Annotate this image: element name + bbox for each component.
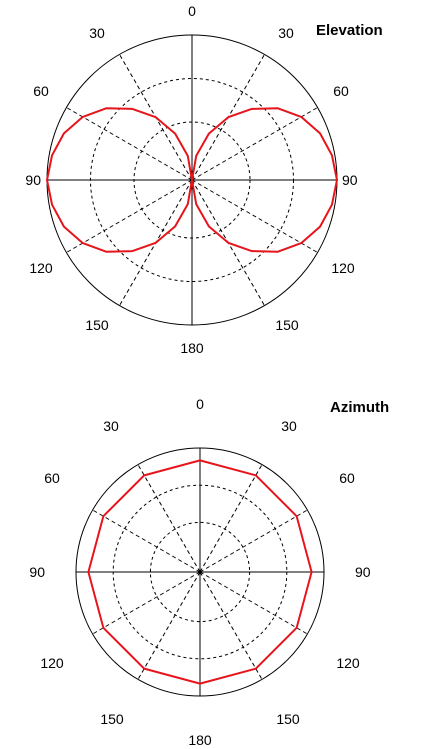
angle-tick-label: 90	[29, 564, 45, 580]
pattern-line	[46, 107, 338, 253]
angle-tick-label: 30	[89, 25, 105, 41]
grid-spoke	[191, 107, 318, 181]
chart-title: Elevation	[316, 22, 383, 39]
angle-tick-label: 150	[100, 711, 124, 727]
grid-spoke	[66, 107, 193, 181]
grid-spoke	[199, 571, 263, 680]
grid-spoke	[199, 571, 308, 635]
angle-tick-label: 0	[188, 3, 196, 19]
angle-tick-label: 120	[29, 260, 53, 276]
angle-tick-label: 90	[25, 172, 41, 188]
angle-tick-label: 90	[355, 564, 371, 580]
elevation-polar-chart: Elevation 0 30 60 90 120 150 180 150 120 90 60 30	[25, 3, 383, 356]
angle-tick-label: 60	[44, 470, 60, 486]
chart-title: Azimuth	[330, 399, 389, 416]
angle-tick-label: 120	[40, 655, 64, 671]
angle-tick-label: 180	[188, 732, 212, 748]
angle-tick-label: 150	[85, 317, 109, 333]
polar-grid	[75, 447, 325, 697]
angle-tick-label: 30	[281, 418, 297, 434]
angle-tick-label: 30	[278, 25, 294, 41]
angle-tick-label: 90	[342, 172, 358, 188]
azimuth-polar-chart: Azimuth 0 30 60 90 120 150 180 150 120 90 60 30	[29, 396, 389, 748]
grid-spoke	[199, 464, 263, 573]
angle-tick-label: 60	[339, 470, 355, 486]
grid-spoke	[92, 509, 201, 573]
grid-spoke	[66, 179, 193, 253]
pattern-line	[87, 459, 313, 685]
angle-tick-label: 120	[331, 260, 355, 276]
grid-spoke	[199, 509, 308, 573]
angle-tick-label: 180	[180, 340, 204, 356]
angle-labels: 0 30 60 90 120 150 180 150 120 90 60 30	[25, 3, 357, 356]
grid-spoke	[137, 464, 201, 573]
angle-tick-label: 0	[196, 396, 204, 412]
grid-spoke	[191, 179, 318, 253]
angle-tick-label: 150	[275, 317, 299, 333]
angle-labels: 0 30 60 90 120 150 180 150 120 90 60 30	[29, 396, 370, 748]
grid-spoke	[92, 571, 201, 635]
angle-tick-label: 60	[33, 83, 49, 99]
angle-tick-label: 120	[336, 655, 360, 671]
grid-spoke	[137, 571, 201, 680]
angle-tick-label: 150	[276, 711, 300, 727]
angle-tick-label: 30	[103, 418, 119, 434]
angle-tick-label: 60	[333, 83, 349, 99]
